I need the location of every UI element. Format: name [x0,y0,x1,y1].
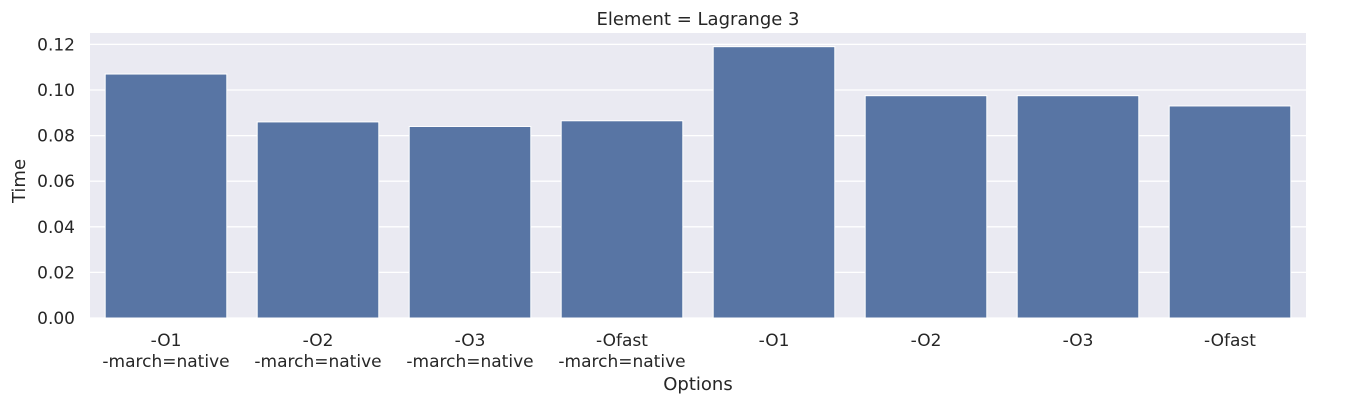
y-tick-label: 0.10 [37,81,75,101]
x-tick-label: -O1 -march=native [102,331,229,372]
x-tick-label: -O3 [1063,331,1094,351]
x-tick-label-line: -march=native [102,352,229,372]
chart-title: Element = Lagrange 3 [596,9,799,30]
bar [1016,95,1140,319]
y-tick-label: 0.00 [37,309,75,329]
bar [712,46,836,319]
x-tick-label-line: -Ofast [596,331,648,351]
x-tick-label: -Ofast [1204,331,1256,351]
x-tick-label-line: -O3 [455,331,486,351]
x-tick-label-line: -march=native [558,352,685,372]
bar [864,95,988,319]
bar [408,125,532,319]
bar [1168,105,1292,319]
x-tick-label: -O3 -march=native [406,331,533,372]
bar [104,73,228,319]
x-tick-label-line: -Ofast [1204,331,1256,351]
y-tick-label: 0.04 [37,218,75,238]
x-tick-labels: -O1 -march=native-O2 -march=native-O3 -marc… [102,331,1256,372]
x-axis-label: Options [663,374,732,395]
x-tick-label-line: -O1 [759,331,790,351]
bar [560,120,684,319]
x-tick-label: -O2 -march=native [254,331,381,372]
x-tick-label: -O2 [911,331,942,351]
y-tick-label: 0.08 [37,127,75,147]
x-tick-label-line: -O3 [1063,331,1094,351]
x-tick-label-line: -O2 [303,331,334,351]
x-tick-label: -Ofast -march=native [558,331,685,372]
x-tick-label: -O1 [759,331,790,351]
x-tick-label-line: -march=native [406,352,533,372]
y-tick-label: 0.02 [37,263,75,283]
y-tick-labels: 0.00 0.02 0.04 0.06 0.08 0.10 0.12 [37,35,75,329]
bar [256,121,380,319]
y-axis-label: Time [9,159,30,204]
x-tick-label-line: -O1 [151,331,182,351]
bars [104,46,1292,319]
y-tick-label: 0.06 [37,172,75,192]
x-tick-label-line: -O2 [911,331,942,351]
y-tick-label: 0.12 [37,35,75,55]
x-tick-label-line: -march=native [254,352,381,372]
